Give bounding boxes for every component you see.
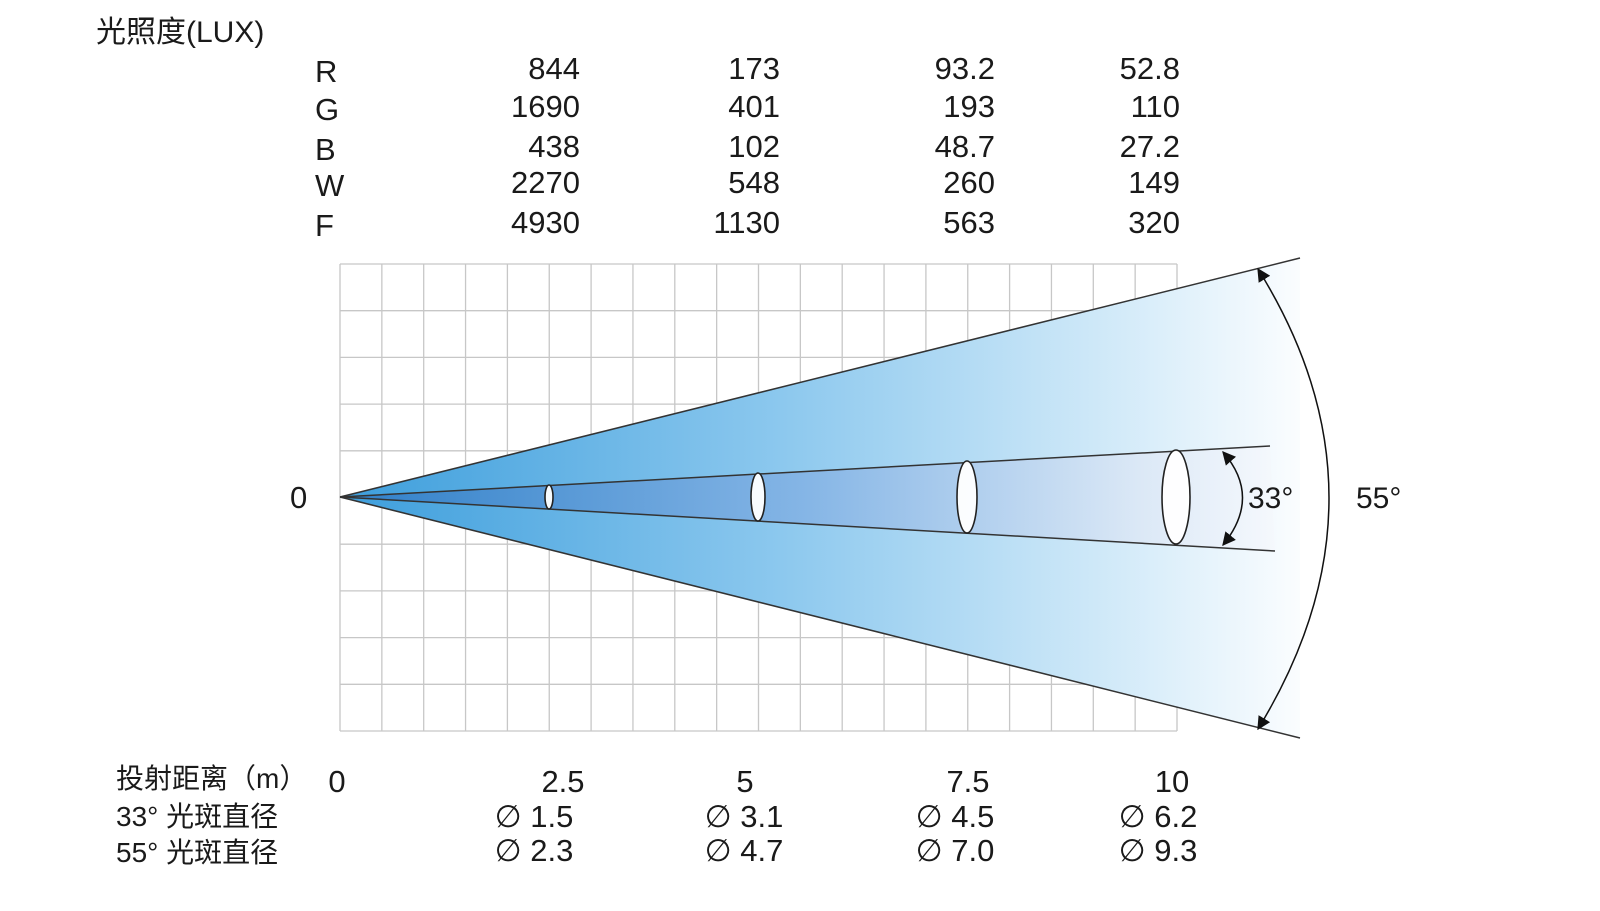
illuminance-value: 193: [943, 89, 995, 124]
illuminance-value: 2270: [511, 165, 580, 200]
illuminance-value: 401: [728, 89, 780, 124]
footer-values: 0 2.5 5 7.5 10 ∅ 1.5 ∅ 3.1 ∅ 4.5 ∅ 6.2 ∅ 2.3 ∅ 4.7…: [328, 764, 1197, 868]
illuminance-value: 149: [1128, 165, 1180, 200]
narrow-spot-row-label: 33° 光斑直径: [116, 801, 278, 832]
wide-angle-label: 55°: [1356, 482, 1401, 515]
wide-beam-edge-bottom: [339, 496, 1301, 739]
origin-label: 0: [290, 480, 307, 515]
distance-value: 5: [736, 764, 753, 799]
narrow-spot-diameter: ∅ 4.5: [916, 799, 995, 834]
illuminance-value: 27.2: [1120, 129, 1180, 164]
wide-angle-arc: [1257, 267, 1330, 731]
distance-row-label: 投射距离（m）: [116, 763, 307, 794]
narrow-angle-label: 33°: [1248, 482, 1293, 515]
narrow-spot-diameter: ∅ 6.2: [1119, 799, 1198, 834]
distance-value: 2.5: [541, 764, 584, 799]
illuminance-table: R 844 173 93.2 52.8 G 1690 401 193 110 B 438 102 48.7…: [315, 51, 1180, 243]
spot-ellipse-7-5m: [956, 460, 978, 534]
wide-beam-edge-top: [339, 257, 1301, 498]
illuminance-value: 173: [728, 51, 780, 86]
spot-ellipse-5m: [750, 472, 766, 522]
illuminance-row-label: F: [315, 208, 334, 243]
illuminance-row-label: B: [315, 132, 336, 167]
illuminance-value: 102: [728, 129, 780, 164]
narrow-angle-arc: [1222, 450, 1244, 547]
wide-spot-diameter: ∅ 2.3: [495, 833, 574, 868]
wide-spot-diameter: ∅ 7.0: [916, 833, 995, 868]
illuminance-value: 4930: [511, 205, 580, 240]
spot-ellipse-2-5m: [544, 484, 554, 510]
illuminance-value: 1690: [511, 89, 580, 124]
wide-spot-row-label: 55° 光斑直径: [116, 837, 278, 868]
illuminance-title: 光照度(LUX): [96, 16, 264, 49]
wide-spot-diameter: ∅ 9.3: [1119, 833, 1198, 868]
illuminance-value: 548: [728, 165, 780, 200]
illuminance-value: 438: [528, 129, 580, 164]
illuminance-row-label: R: [315, 54, 337, 89]
narrow-beam-edge-top: [339, 445, 1271, 498]
illuminance-value: 110: [1131, 89, 1180, 124]
spot-ellipse-10m: [1161, 449, 1191, 545]
distance-value: 7.5: [946, 764, 989, 799]
illuminance-value: 1130: [713, 205, 780, 240]
distance-value: 10: [1155, 764, 1189, 799]
narrow-spot-diameter: ∅ 3.1: [705, 799, 784, 834]
illuminance-row-label: W: [315, 168, 345, 203]
narrow-beam-cone: [340, 446, 1275, 551]
illuminance-value: 320: [1128, 205, 1180, 240]
illuminance-value: 93.2: [935, 51, 995, 86]
illuminance-value: 844: [528, 51, 580, 86]
illuminance-value: 48.7: [935, 129, 995, 164]
illuminance-value: 563: [943, 205, 995, 240]
wide-spot-diameter: ∅ 4.7: [705, 833, 784, 868]
distance-value: 0: [328, 764, 345, 799]
narrow-beam-edge-bottom: [339, 496, 1276, 552]
narrow-spot-diameter: ∅ 1.5: [495, 799, 574, 834]
illuminance-value: 52.8: [1120, 51, 1180, 86]
illuminance-row-label: G: [315, 92, 339, 127]
illuminance-value: 260: [943, 165, 995, 200]
